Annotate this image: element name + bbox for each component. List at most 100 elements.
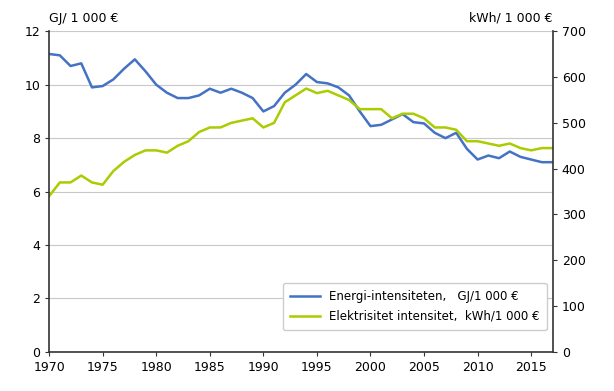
Energi-intensiteten,   GJ/1 000 € xyxy=(303,72,310,76)
Energi-intensiteten,   GJ/1 000 € xyxy=(388,117,395,122)
Energi-intensiteten,   GJ/1 000 € xyxy=(346,93,353,98)
Elektrisitet intensitet,  kWh/1 000 € xyxy=(324,88,332,93)
Elektrisitet intensitet,  kWh/1 000 € xyxy=(163,150,171,155)
Elektrisitet intensitet,  kWh/1 000 € xyxy=(260,125,267,130)
Elektrisitet intensitet,  kWh/1 000 € xyxy=(388,116,395,121)
Elektrisitet intensitet,  kWh/1 000 € xyxy=(195,130,203,135)
Energi-intensiteten,   GJ/1 000 € xyxy=(399,112,406,117)
Elektrisitet intensitet,  kWh/1 000 € xyxy=(270,120,278,125)
Elektrisitet intensitet,  kWh/1 000 € xyxy=(174,143,181,148)
Energi-intensiteten,   GJ/1 000 € xyxy=(217,90,224,95)
Energi-intensiteten,   GJ/1 000 € xyxy=(421,121,428,126)
Elektrisitet intensitet,  kWh/1 000 € xyxy=(303,86,310,91)
Elektrisitet intensitet,  kWh/1 000 € xyxy=(142,148,149,153)
Energi-intensiteten,   GJ/1 000 € xyxy=(131,57,139,62)
Energi-intensiteten,   GJ/1 000 € xyxy=(484,153,492,158)
Elektrisitet intensitet,  kWh/1 000 € xyxy=(152,148,160,153)
Elektrisitet intensitet,  kWh/1 000 € xyxy=(378,107,385,111)
Elektrisitet intensitet,  kWh/1 000 € xyxy=(88,180,96,185)
Energi-intensiteten,   GJ/1 000 € xyxy=(324,81,332,86)
Energi-intensiteten,   GJ/1 000 € xyxy=(163,90,171,95)
Elektrisitet intensitet,  kWh/1 000 € xyxy=(77,173,85,178)
Energi-intensiteten,   GJ/1 000 € xyxy=(206,86,214,91)
Energi-intensiteten,   GJ/1 000 € xyxy=(228,86,235,91)
Elektrisitet intensitet,  kWh/1 000 € xyxy=(313,91,321,95)
Energi-intensiteten,   GJ/1 000 € xyxy=(549,160,556,165)
Elektrisitet intensitet,  kWh/1 000 € xyxy=(399,111,406,116)
Elektrisitet intensitet,  kWh/1 000 € xyxy=(453,127,460,132)
Energi-intensiteten,   GJ/1 000 € xyxy=(270,104,278,108)
Elektrisitet intensitet,  kWh/1 000 € xyxy=(217,125,224,130)
Energi-intensiteten,   GJ/1 000 € xyxy=(174,96,181,100)
Energi-intensiteten,   GJ/1 000 € xyxy=(260,109,267,114)
Energi-intensiteten,   GJ/1 000 € xyxy=(99,84,106,88)
Elektrisitet intensitet,  kWh/1 000 € xyxy=(463,139,470,143)
Text: GJ/ 1 000 €: GJ/ 1 000 € xyxy=(49,12,119,25)
Energi-intensiteten,   GJ/1 000 € xyxy=(453,131,460,135)
Elektrisitet intensitet,  kWh/1 000 € xyxy=(228,120,235,125)
Energi-intensiteten,   GJ/1 000 € xyxy=(185,96,192,100)
Elektrisitet intensitet,  kWh/1 000 € xyxy=(495,143,503,148)
Energi-intensiteten,   GJ/1 000 € xyxy=(517,154,524,159)
Energi-intensiteten,   GJ/1 000 € xyxy=(538,160,546,165)
Energi-intensiteten,   GJ/1 000 € xyxy=(110,77,117,82)
Elektrisitet intensitet,  kWh/1 000 € xyxy=(206,125,214,130)
Energi-intensiteten,   GJ/1 000 € xyxy=(474,157,481,162)
Energi-intensiteten,   GJ/1 000 € xyxy=(410,120,417,124)
Energi-intensiteten,   GJ/1 000 € xyxy=(67,64,74,68)
Energi-intensiteten,   GJ/1 000 € xyxy=(281,90,289,95)
Energi-intensiteten,   GJ/1 000 € xyxy=(120,66,128,71)
Elektrisitet intensitet,  kWh/1 000 € xyxy=(538,146,546,151)
Elektrisitet intensitet,  kWh/1 000 € xyxy=(335,93,342,98)
Elektrisitet intensitet,  kWh/1 000 € xyxy=(120,160,128,164)
Energi-intensiteten,   GJ/1 000 € xyxy=(335,85,342,90)
Elektrisitet intensitet,  kWh/1 000 € xyxy=(110,169,117,173)
Energi-intensiteten,   GJ/1 000 € xyxy=(238,90,246,95)
Elektrisitet intensitet,  kWh/1 000 € xyxy=(292,93,299,98)
Elektrisitet intensitet,  kWh/1 000 € xyxy=(527,148,535,153)
Elektrisitet intensitet,  kWh/1 000 € xyxy=(517,146,524,151)
Energi-intensiteten,   GJ/1 000 € xyxy=(367,124,374,129)
Elektrisitet intensitet,  kWh/1 000 € xyxy=(474,139,481,143)
Energi-intensiteten,   GJ/1 000 € xyxy=(378,122,385,127)
Energi-intensiteten,   GJ/1 000 € xyxy=(506,149,513,154)
Energi-intensiteten,   GJ/1 000 € xyxy=(292,83,299,87)
Elektrisitet intensitet,  kWh/1 000 € xyxy=(431,125,438,130)
Energi-intensiteten,   GJ/1 000 € xyxy=(431,131,438,135)
Elektrisitet intensitet,  kWh/1 000 € xyxy=(367,107,374,111)
Elektrisitet intensitet,  kWh/1 000 € xyxy=(549,146,556,151)
Energi-intensiteten,   GJ/1 000 € xyxy=(142,69,149,74)
Energi-intensiteten,   GJ/1 000 € xyxy=(77,61,85,66)
Elektrisitet intensitet,  kWh/1 000 € xyxy=(506,141,513,146)
Elektrisitet intensitet,  kWh/1 000 € xyxy=(356,107,363,111)
Elektrisitet intensitet,  kWh/1 000 € xyxy=(238,118,246,123)
Energi-intensiteten,   GJ/1 000 € xyxy=(152,83,160,87)
Energi-intensiteten,   GJ/1 000 € xyxy=(313,80,321,84)
Elektrisitet intensitet,  kWh/1 000 € xyxy=(67,180,74,185)
Energi-intensiteten,   GJ/1 000 € xyxy=(527,157,535,162)
Energi-intensiteten,   GJ/1 000 € xyxy=(195,93,203,98)
Energi-intensiteten,   GJ/1 000 € xyxy=(45,52,53,56)
Elektrisitet intensitet,  kWh/1 000 € xyxy=(410,111,417,116)
Elektrisitet intensitet,  kWh/1 000 € xyxy=(56,180,63,185)
Legend: Energi-intensiteten,   GJ/1 000 €, Elektrisitet intensitet,  kWh/1 000 €: Energi-intensiteten, GJ/1 000 €, Elektri… xyxy=(283,283,546,330)
Energi-intensiteten,   GJ/1 000 € xyxy=(463,147,470,151)
Line: Elektrisitet intensitet,  kWh/1 000 €: Elektrisitet intensitet, kWh/1 000 € xyxy=(49,88,553,196)
Text: kWh/ 1 000 €: kWh/ 1 000 € xyxy=(469,12,553,25)
Elektrisitet intensitet,  kWh/1 000 € xyxy=(249,116,256,121)
Energi-intensiteten,   GJ/1 000 € xyxy=(442,136,449,140)
Elektrisitet intensitet,  kWh/1 000 € xyxy=(131,152,139,157)
Energi-intensiteten,   GJ/1 000 € xyxy=(56,53,63,57)
Elektrisitet intensitet,  kWh/1 000 € xyxy=(421,116,428,121)
Energi-intensiteten,   GJ/1 000 € xyxy=(249,96,256,100)
Elektrisitet intensitet,  kWh/1 000 € xyxy=(442,125,449,130)
Energi-intensiteten,   GJ/1 000 € xyxy=(356,109,363,114)
Elektrisitet intensitet,  kWh/1 000 € xyxy=(99,182,106,187)
Energi-intensiteten,   GJ/1 000 € xyxy=(495,156,503,161)
Line: Energi-intensiteten,   GJ/1 000 €: Energi-intensiteten, GJ/1 000 € xyxy=(49,54,553,162)
Elektrisitet intensitet,  kWh/1 000 € xyxy=(281,100,289,105)
Elektrisitet intensitet,  kWh/1 000 € xyxy=(45,194,53,199)
Elektrisitet intensitet,  kWh/1 000 € xyxy=(185,139,192,143)
Energi-intensiteten,   GJ/1 000 € xyxy=(88,85,96,90)
Elektrisitet intensitet,  kWh/1 000 € xyxy=(484,141,492,146)
